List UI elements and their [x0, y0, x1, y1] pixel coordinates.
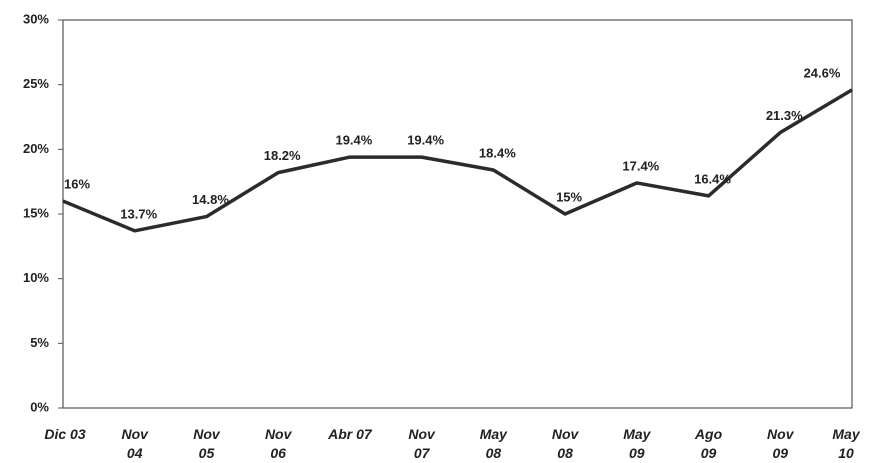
- x-tick-label: Nov 04: [121, 426, 148, 461]
- data-label: 24.6%: [804, 65, 841, 80]
- x-tick-label: May 08: [479, 426, 507, 461]
- y-tick-label: 15%: [23, 205, 49, 220]
- data-label: 14.8%: [192, 192, 229, 207]
- data-label: 17.4%: [622, 158, 659, 173]
- y-tick-label: 10%: [23, 270, 49, 285]
- x-tick-label: Nov 08: [551, 426, 579, 461]
- x-tick-label: Nov 05: [193, 426, 220, 461]
- y-tick-label: 20%: [23, 141, 49, 156]
- y-tick-label: 25%: [23, 76, 49, 91]
- y-tick-label: 5%: [30, 335, 49, 350]
- x-tick-label: Dic 03: [44, 426, 86, 442]
- x-tick-label: Nov 07: [408, 426, 435, 461]
- line: [62, 88, 853, 233]
- x-tick-label: Nov 09: [767, 426, 794, 461]
- data-label: 16%: [64, 177, 90, 192]
- data-label: 16.4%: [694, 171, 731, 186]
- data-label: 18.4%: [479, 145, 516, 160]
- y-tick-label: 0%: [30, 399, 49, 414]
- data-label: 19.4%: [335, 133, 372, 148]
- x-tick-label: Abr 07: [328, 426, 372, 442]
- x-tick-label: May 09: [623, 426, 651, 461]
- plot-frame: [62, 19, 853, 409]
- x-tick-label: Nov 06: [264, 426, 292, 461]
- data-label: 15%: [556, 189, 582, 204]
- data-label: 18.2%: [264, 148, 301, 163]
- y-tick-label: 30%: [23, 11, 49, 26]
- x-tick-label: May 10: [832, 426, 860, 461]
- data-label: 19.4%: [407, 133, 444, 148]
- data-label: 13.7%: [120, 206, 157, 221]
- x-tick-label: Ago 09: [694, 426, 723, 461]
- data-label: 21.3%: [766, 108, 803, 123]
